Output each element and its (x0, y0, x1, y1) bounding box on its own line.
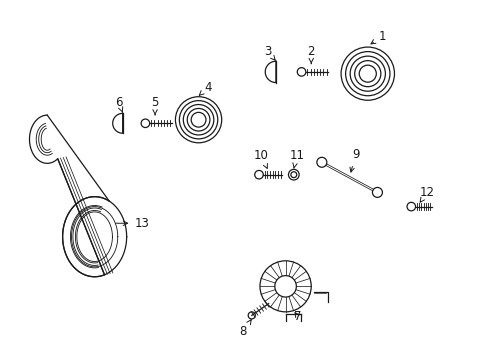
Ellipse shape (372, 188, 382, 197)
Text: 3: 3 (264, 45, 275, 60)
Text: 1: 1 (370, 30, 385, 44)
Text: 4: 4 (199, 81, 212, 95)
Text: 5: 5 (151, 96, 159, 115)
Ellipse shape (191, 112, 205, 127)
Ellipse shape (359, 65, 376, 82)
Text: 12: 12 (419, 186, 434, 202)
Text: 2: 2 (307, 45, 314, 64)
Ellipse shape (316, 157, 326, 167)
Text: 8: 8 (239, 320, 251, 338)
Text: 10: 10 (253, 149, 268, 168)
Text: 6: 6 (115, 96, 122, 112)
Text: 7: 7 (293, 310, 301, 323)
Text: 9: 9 (349, 148, 359, 172)
Text: 13: 13 (116, 217, 149, 230)
Text: 11: 11 (288, 149, 304, 168)
Ellipse shape (274, 276, 296, 297)
